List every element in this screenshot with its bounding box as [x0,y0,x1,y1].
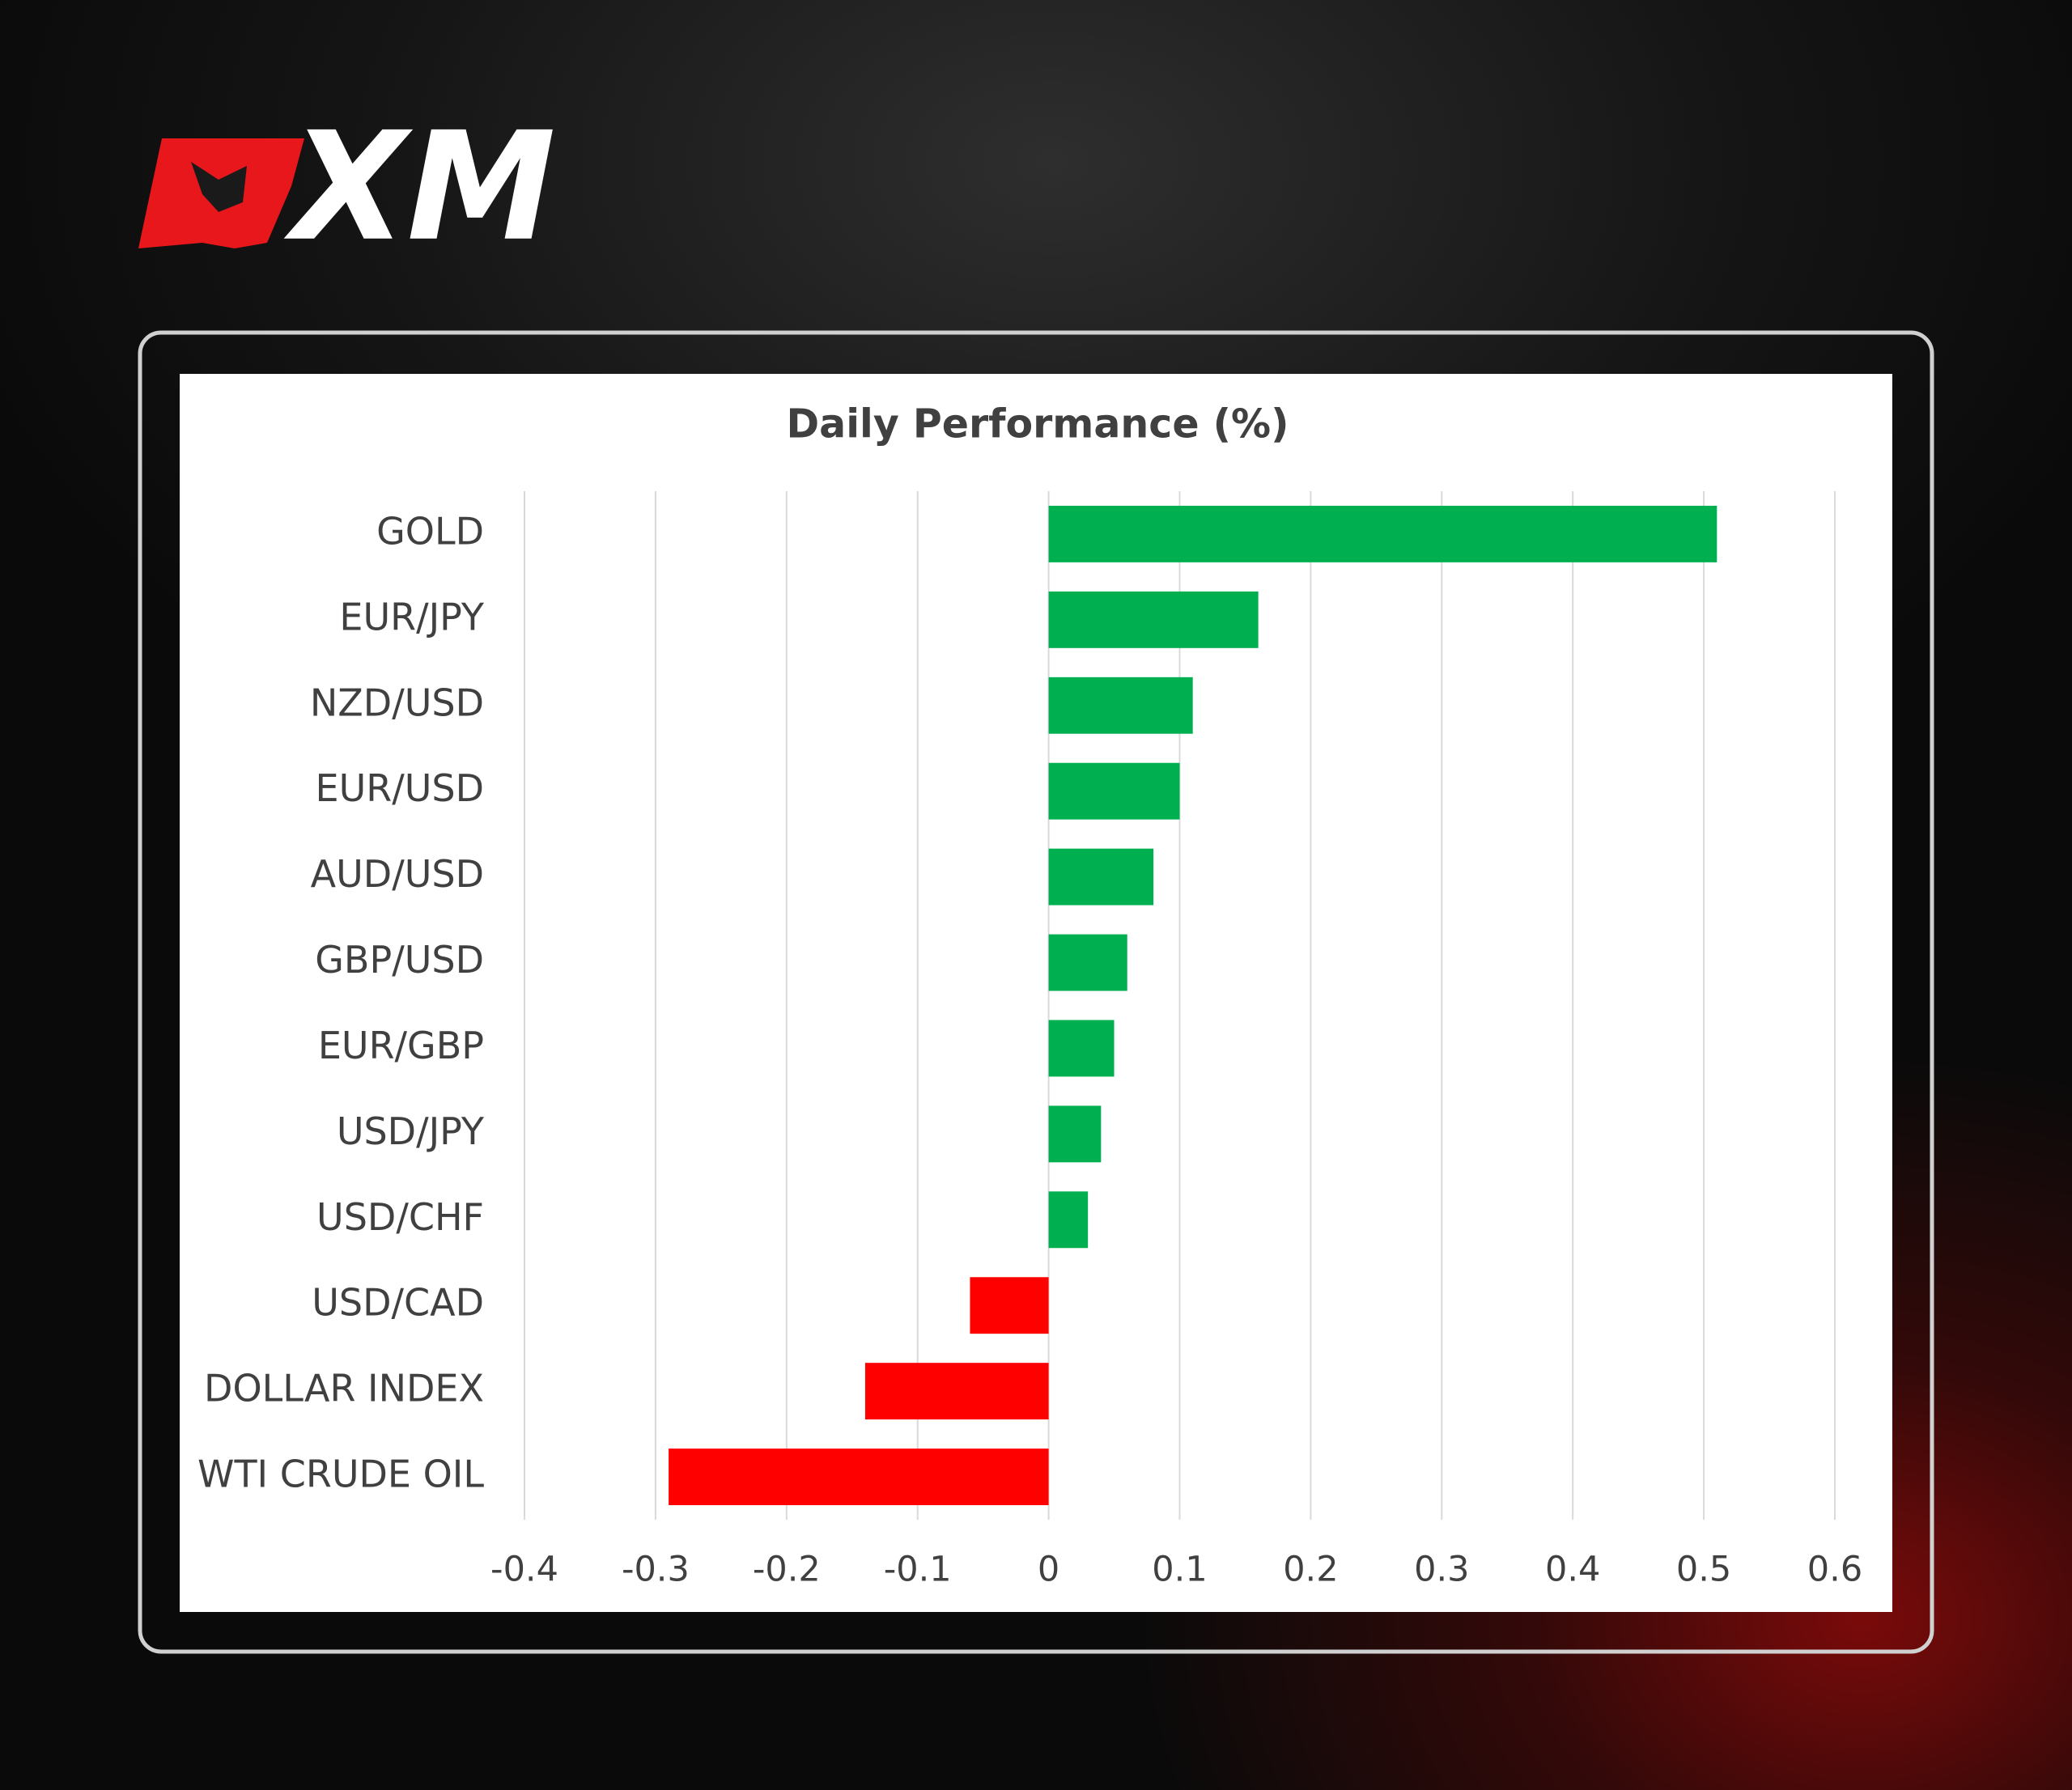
y-tick-label: EUR/JPY [339,595,484,638]
frame [138,330,1934,1654]
x-tick-label: 0.1 [1152,1550,1207,1590]
y-tick-label: NZD/USD [310,681,484,724]
x-tick-label: 0.6 [1807,1550,1862,1590]
y-tick-label: USD/CHF [316,1195,484,1239]
x-tick-label: -0.1 [884,1550,952,1590]
x-tick-label: 0.3 [1414,1550,1469,1590]
bar [864,1363,1049,1420]
chart-title: Daily Performance (%) [786,401,1289,448]
y-tick-label: GOLD [376,509,484,553]
x-tick-label: -0.4 [490,1550,558,1590]
bar [1048,762,1180,820]
y-tick-label: AUD/USD [311,852,484,896]
bar [1048,591,1259,648]
logo: XM [138,100,556,274]
bar [1048,506,1717,562]
x-tick-label: 0.4 [1545,1550,1600,1590]
bar [1048,1191,1089,1249]
bar [970,1277,1049,1334]
y-tick-label: USD/CAD [312,1281,484,1325]
bar [1048,677,1193,734]
logo-text: XM [283,100,556,274]
y-tick-label: USD/JPY [337,1109,485,1153]
x-tick-label: 0.5 [1676,1550,1731,1590]
bar [1048,1105,1102,1163]
logo-bull [191,162,247,212]
y-tick-label: EUR/GBP [318,1024,484,1067]
x-tick-label: 0.2 [1283,1550,1338,1590]
x-tick-label: -0.2 [753,1550,821,1590]
bar [1048,1020,1115,1077]
bar [1048,934,1127,991]
bar [669,1449,1049,1505]
x-tick-label: 0 [1038,1550,1059,1590]
y-tick-label: DOLLAR INDEX [204,1367,484,1410]
y-tick-label: WTI CRUDE OIL [197,1453,484,1496]
x-tick-label: -0.3 [622,1550,690,1590]
bar [1048,848,1154,906]
y-tick-label: GBP/USD [315,938,484,982]
y-tick-label: EUR/USD [316,766,484,810]
